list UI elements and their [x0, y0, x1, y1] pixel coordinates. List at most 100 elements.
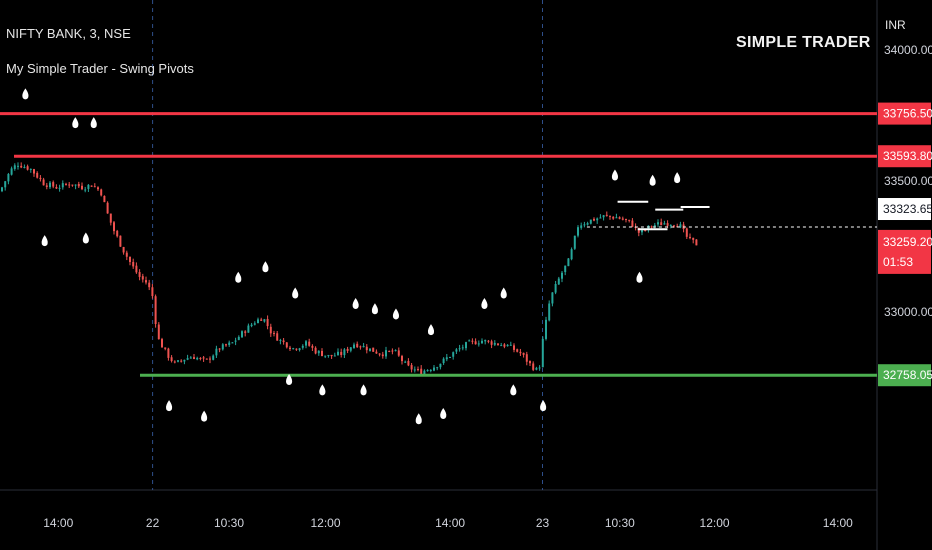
symbol-title[interactable]: NIFTY BANK, 3, NSE	[6, 26, 131, 41]
pivot-low-marker	[201, 410, 208, 422]
candle-body	[365, 346, 368, 351]
candle-body	[570, 249, 573, 260]
pivot-low-marker	[82, 232, 89, 244]
candle-body	[81, 185, 83, 190]
pivot-low-marker	[41, 235, 48, 247]
candle-body	[157, 324, 160, 340]
candle-body	[321, 350, 323, 357]
support-price-label: 32758.05	[883, 368, 932, 382]
candle-body	[305, 341, 307, 346]
candle-body	[474, 341, 477, 345]
x-tick-label: 14:00	[43, 516, 73, 530]
candle-body	[695, 239, 698, 246]
candle-body	[679, 224, 682, 228]
candle-body	[129, 256, 131, 262]
candle-body	[391, 350, 394, 352]
candle-body	[106, 202, 109, 214]
candle-body	[273, 332, 275, 334]
candle-body	[596, 218, 599, 221]
pivot-high-marker	[500, 287, 507, 299]
candle-body	[445, 357, 448, 360]
candle-body	[193, 357, 195, 360]
candle-body	[61, 183, 64, 188]
resistance-price-label: 33756.50	[883, 107, 932, 121]
candle-body	[173, 361, 176, 363]
candle-body	[52, 182, 55, 187]
candle-body	[154, 296, 157, 325]
candle-body	[580, 225, 583, 228]
pivot-high-marker	[674, 172, 681, 184]
candle-body	[593, 218, 595, 221]
candle-body	[497, 343, 499, 346]
candle-body	[583, 224, 586, 226]
candle-body	[253, 323, 256, 325]
candle-body	[359, 346, 362, 348]
y-tick-label: 33500.00	[884, 174, 932, 188]
candle-body	[314, 347, 317, 354]
candle-body	[125, 252, 128, 257]
candle-body	[212, 355, 215, 360]
candle-body	[231, 342, 234, 344]
x-tick-label: 12:00	[311, 516, 341, 530]
candle-body	[84, 189, 87, 191]
candle-body	[388, 350, 391, 352]
candle-body	[548, 303, 551, 321]
candle-body	[650, 226, 653, 228]
x-tick-label: 22	[146, 516, 160, 530]
bar-countdown-label: 01:53	[883, 255, 913, 269]
candle-body	[375, 351, 378, 354]
candle-body	[362, 346, 365, 348]
candle-body	[506, 344, 509, 347]
candle-body	[385, 350, 387, 357]
candle-body	[167, 348, 170, 358]
candle-body	[481, 340, 483, 344]
candle-body	[420, 368, 423, 375]
candle-body	[7, 174, 10, 182]
candle-body	[119, 235, 122, 247]
candle-body	[468, 340, 471, 342]
candle-body	[372, 347, 375, 352]
candle-body	[621, 218, 624, 220]
pivot-high-marker	[392, 308, 400, 320]
candle-body	[599, 217, 602, 219]
candle-body	[346, 348, 349, 351]
candle-body	[241, 331, 243, 338]
candle-body	[487, 340, 490, 342]
candle-body	[55, 187, 58, 189]
candle-body	[324, 355, 327, 357]
candle-body	[180, 360, 183, 362]
candle-body	[628, 219, 631, 221]
x-tick-label: 14:00	[823, 516, 853, 530]
candle-body	[97, 187, 99, 190]
candle-body	[509, 344, 512, 346]
candle-body	[279, 339, 282, 341]
candle-body	[285, 342, 288, 348]
candle-body	[228, 342, 231, 346]
candle-body	[625, 219, 627, 221]
indicator-title[interactable]: My Simple Trader - Swing Pivots	[6, 61, 194, 76]
currency-label[interactable]: INR	[885, 18, 906, 32]
candle-body	[23, 166, 26, 168]
candle-body	[631, 220, 634, 227]
candle-body	[525, 354, 528, 362]
candle-body	[71, 184, 74, 186]
candle-body	[225, 344, 227, 346]
pivot-low-marker	[440, 408, 447, 420]
candle-body	[381, 354, 384, 357]
candle-body	[161, 339, 163, 348]
candle-body	[615, 217, 618, 219]
candle-body	[484, 339, 487, 342]
candle-body	[49, 182, 51, 188]
y-tick-label: 34000.00	[884, 43, 932, 57]
pivot-high-marker	[611, 169, 619, 181]
candle-body	[183, 359, 186, 362]
candle-body	[449, 356, 451, 358]
candle-body	[298, 348, 301, 351]
candle-body	[426, 370, 429, 372]
candle-body	[439, 363, 442, 368]
candle-body	[333, 355, 336, 357]
candle-body	[493, 342, 496, 345]
x-tick-label: 10:30	[214, 516, 244, 530]
candle-body	[276, 333, 279, 341]
